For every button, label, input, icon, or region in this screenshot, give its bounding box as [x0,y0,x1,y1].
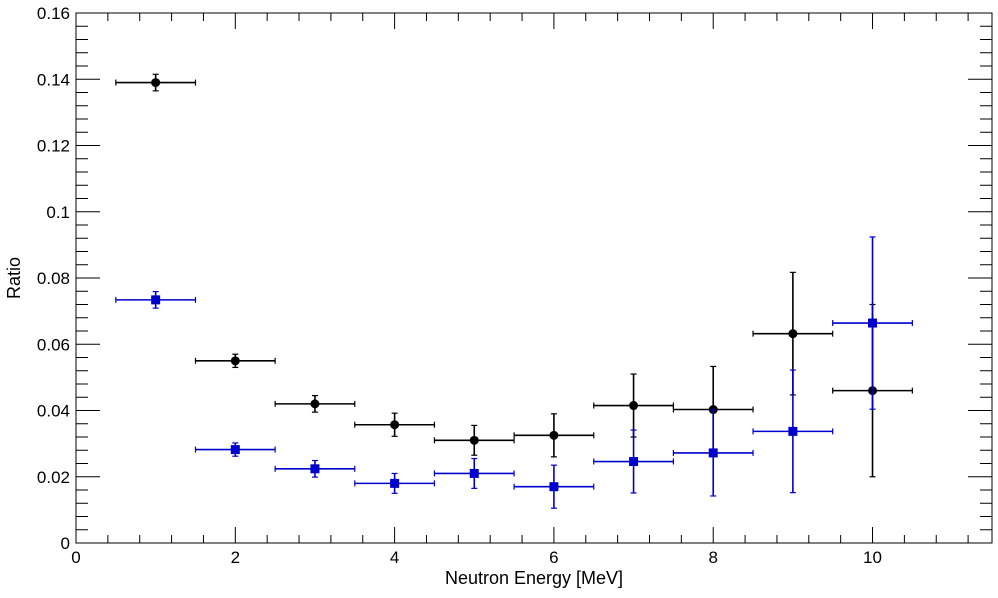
plot-frame [75,12,993,544]
y-tick-label: 0 [61,534,70,553]
data-point-square [390,478,400,488]
data-point-circle [549,430,559,440]
x-axis-title: Neutron Energy [MeV] [445,568,623,588]
y-tick-label: 0.12 [37,137,70,156]
data-point-square [788,426,798,436]
data-point-square [469,468,479,478]
data-point-square [151,295,161,305]
y-tick-label: 0.08 [37,269,70,288]
data-point-square [708,448,718,458]
x-tick-label: 0 [71,548,80,567]
x-tick-label: 4 [390,548,399,567]
data-point-circle [788,329,798,339]
data-point-circle [230,356,240,366]
y-tick-label: 0.16 [37,4,70,23]
data-point-circle [151,78,161,88]
data-point-circle [390,420,400,430]
y-axis-title: Ratio [4,257,24,299]
data-point-circle [629,401,639,411]
y-tick-label: 0.1 [46,203,70,222]
y-tick-label: 0.04 [37,402,70,421]
data-point-circle [469,435,479,445]
data-point-square [549,482,559,492]
y-axis: 0 0.02 0.04 0.06 0.08 0.1 0.12 0.14 0.16 [37,4,992,553]
data-point-square [310,464,320,474]
data-point-square [230,445,240,455]
x-axis: 0 2 4 6 8 10 [71,13,969,567]
data-point-circle [310,399,320,409]
series-layer [115,73,913,509]
y-tick-label: 0.14 [37,70,70,89]
data-point-square [629,457,639,467]
y-tick-label: 0.06 [37,335,70,354]
x-tick-label: 8 [708,548,717,567]
x-tick-label: 6 [549,548,558,567]
x-tick-label: 10 [863,548,882,567]
data-point-square [868,318,878,328]
y-tick-label: 0.02 [37,468,70,487]
x-tick-label: 2 [231,548,240,567]
series-1 [115,236,913,509]
